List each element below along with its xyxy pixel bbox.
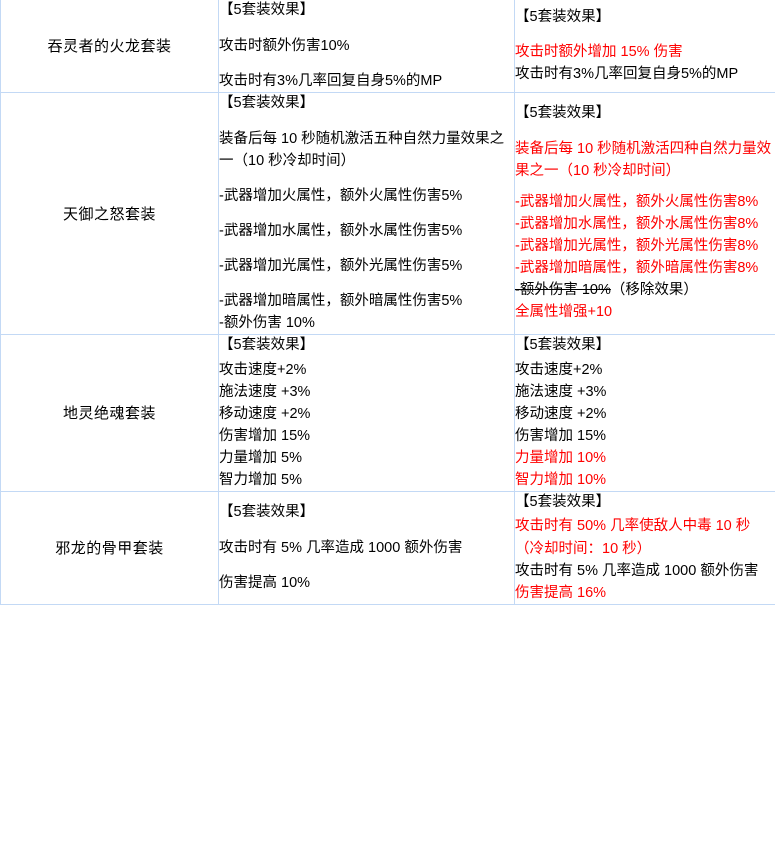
effect-line: 伤害提高 16% [515, 584, 607, 601]
set-name-label: 天御之怒套装 [62, 205, 156, 223]
effect-line: 攻击时有 5% 几率造成 1000 额外伤害 [219, 539, 463, 556]
table-body: 吞灵者的火龙套装 【5套装效果】 攻击时额外伤害10% 攻击时有3%几率回复自身5%的… [0, 0, 775, 605]
effect-line: -武器增加火属性，额外火属性伤害8% [515, 194, 759, 211]
set-effect-header: 【5套装效果】 [515, 105, 611, 122]
table-row: 吞灵者的火龙套装 【5套装效果】攻击时额外伤害10% 攻击时有3%几率回复自身5%的… [0, 0, 775, 93]
cell-updated-effect: 【5套装效果】攻击时额外增加 15% 伤害攻击时有3%几率回复自身5%的MP [514, 0, 775, 93]
effect-line: 攻击时有 5% 几率造成 1000 额外伤害 [515, 562, 759, 579]
effect-line: -武器增加火属性，额外火属性伤害5% [219, 187, 463, 204]
set-effect-header: 【5套装效果】 [219, 503, 315, 520]
cell-current-effect: 【5套装效果】装备后每 10 秒随机激活五种自然力量效果之一（10 秒冷却时间）… [218, 91, 515, 335]
effect-line: 施法速度 +3% [515, 383, 607, 400]
cell-updated-effect: 【5套装效果】 攻击速度+2% 施法速度 +3% 移动速度 +2% 伤害增加 15% 力量… [514, 333, 775, 492]
effect-line: 智力增加 5% [219, 471, 302, 488]
cell-current-effect: 【5套装效果】攻击时有 5% 几率造成 1000 额外伤害 伤害提高 10% [218, 490, 515, 605]
effect-line: 装备后每 10 秒随机激活四种自然力量效果之一（10 秒冷却时间） [515, 141, 772, 180]
table-row: 天御之怒套装 【5套装效果】 装备后每 10 秒随机激活五种自然力量效果之一（10 … [0, 91, 775, 335]
effect-line: 攻击时有 50% 几率使敌人中毒 10 秒（冷却时间：10 秒） [515, 518, 751, 557]
effect-line: 伤害提高 10% [219, 574, 311, 591]
cell-set-name: 天御之怒套装 [0, 91, 219, 335]
set-name-label: 地灵绝魂套装 [62, 405, 156, 423]
table-row: 邪龙的骨甲套装 【5套装效果】 攻击时有 5% 几率造成 1000 额外伤害 伤害提高… [0, 490, 775, 605]
set-effect-header: 【5套装效果】 [515, 493, 611, 510]
effect-line: 装备后每 10 秒随机激活五种自然力量效果之一（10 秒冷却时间） [219, 130, 505, 169]
set-effect-header: 【5套装效果】 [219, 94, 315, 111]
effect-line: -武器增加水属性，额外水属性伤害5% [219, 222, 463, 239]
effect-line: -额外伤害 10%（移除效果） [515, 279, 775, 301]
removal-note-text: （移除效果） [610, 282, 698, 299]
effect-line: 伤害增加 15% [219, 427, 311, 444]
effect-line: 力量增加 10% [515, 449, 607, 466]
cell-current-effect: 【5套装效果】 攻击速度+2% 施法速度 +3% 移动速度 +2% 伤害增加 15% 力量… [218, 333, 515, 492]
effect-line: 移动速度 +2% [219, 405, 311, 422]
set-effect-header: 【5套装效果】 [515, 336, 611, 353]
effect-line: 智力增加 10% [515, 471, 607, 488]
cell-current-effect: 【5套装效果】攻击时额外伤害10% 攻击时有3%几率回复自身5%的MP [218, 0, 515, 93]
effect-line: 攻击速度+2% [219, 361, 307, 378]
effect-line: 全属性增强+10 [515, 304, 613, 321]
effect-line: -武器增加光属性，额外光属性伤害8% [515, 238, 759, 255]
effect-line: -武器增加暗属性，额外暗属性伤害8% [515, 260, 759, 277]
effect-line: -武器增加光属性，额外光属性伤害5% [219, 257, 463, 274]
effect-line: -额外伤害 10% [219, 314, 315, 331]
table-row: 地灵绝魂套装 【5套装效果】 攻击速度+2% 施法速度 +3% 移动速度 +2% 伤害增加… [0, 333, 775, 492]
effect-line: 攻击速度+2% [515, 361, 603, 378]
set-name-label: 邪龙的骨甲套装 [55, 540, 164, 558]
set-effect-header: 【5套装效果】 [219, 336, 315, 353]
effect-line: 施法速度 +3% [219, 383, 311, 400]
cell-set-name: 吞灵者的火龙套装 [0, 0, 219, 93]
effect-line: -武器增加暗属性，额外暗属性伤害5% [219, 292, 463, 309]
cell-set-name: 邪龙的骨甲套装 [0, 490, 219, 605]
set-name-label: 吞灵者的火龙套装 [47, 38, 172, 56]
effect-line: 攻击时有3%几率回复自身5%的MP [515, 66, 739, 83]
effect-line: 攻击时额外增加 15% 伤害 [515, 44, 683, 61]
cell-set-name: 地灵绝魂套装 [0, 333, 219, 492]
effect-line: 攻击时额外伤害10% [219, 37, 350, 54]
set-effect-header: 【5套装效果】 [515, 8, 611, 25]
effect-line: 移动速度 +2% [515, 405, 607, 422]
effect-line: 攻击时有3%几率回复自身5%的MP [219, 72, 443, 89]
removed-effect-text: -额外伤害 10% [515, 282, 611, 299]
set-effect-comparison-table: 吞灵者的火龙套装 【5套装效果】 攻击时额外伤害10% 攻击时有3%几率回复自身5%的… [0, 0, 775, 605]
effect-line: -武器增加水属性，额外水属性伤害8% [515, 216, 759, 233]
effect-line: 伤害增加 15% [515, 427, 607, 444]
cell-updated-effect: 【5套装效果】装备后每 10 秒随机激活四种自然力量效果之一（10 秒冷却时间）… [514, 91, 775, 335]
effect-line: 力量增加 5% [219, 449, 302, 466]
set-effect-header: 【5套装效果】 [219, 2, 315, 18]
cell-updated-effect: 【5套装效果】攻击时有 50% 几率使敌人中毒 10 秒（冷却时间：10 秒） 攻… [514, 490, 775, 605]
